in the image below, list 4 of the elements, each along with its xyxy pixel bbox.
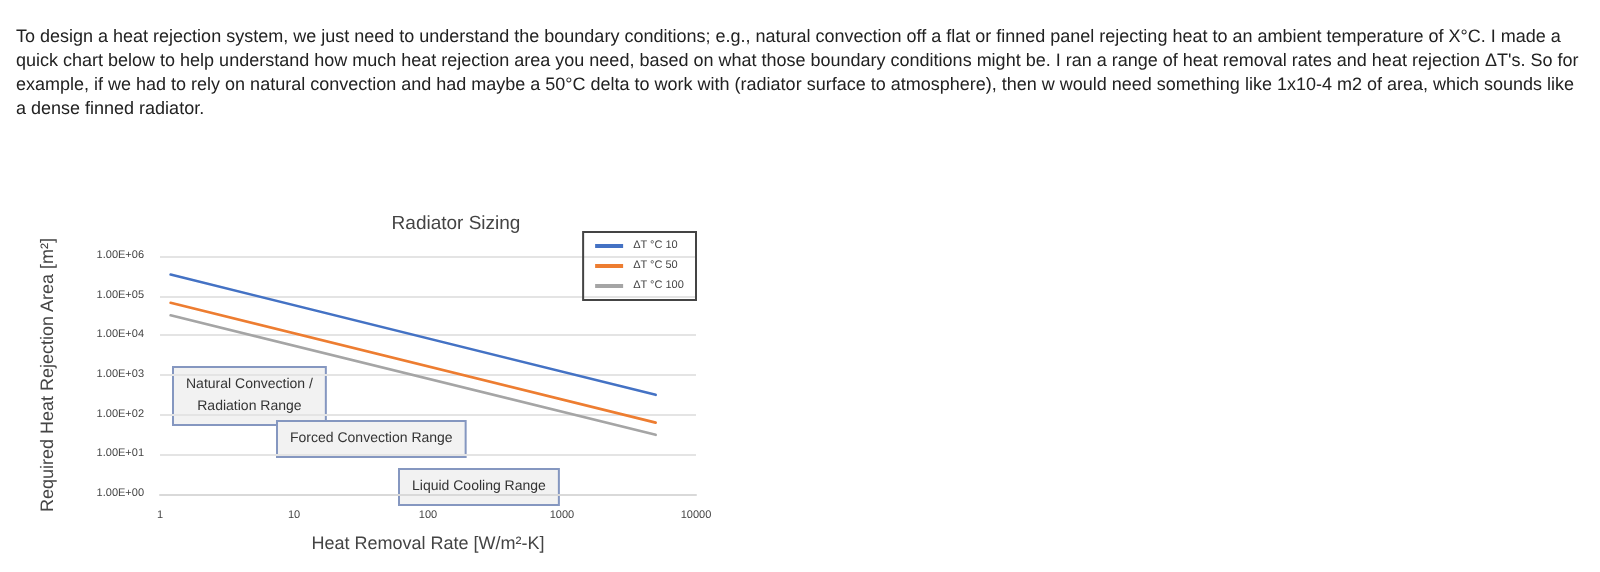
x-axis-title: Heat Removal Rate [W/m²-K] — [311, 533, 545, 553]
y-axis-title: Required Heat Rejection Area [m²] — [37, 237, 57, 513]
chart-title: Radiator Sizing — [391, 213, 521, 235]
text: To design a heat rejection system, we just need to understand the boundary conditions; e.g., natural convection off a flat or finned panel rejecting heat to an ambient temperature of X°C. I made a quick chart below to help understand how much heat rejection area you need, based on what those boundary conditions might be. I ran a range of heat removal rates and heat rejection ΔT's. So for example, if we had to rely on natural convection and had maybe a 50°C delta to work with (radiator surface to atmosphere), then w would need something like 1x10-4 m2 of area, which sounds like a dense finned radiator. — [16, 24, 1581, 120]
